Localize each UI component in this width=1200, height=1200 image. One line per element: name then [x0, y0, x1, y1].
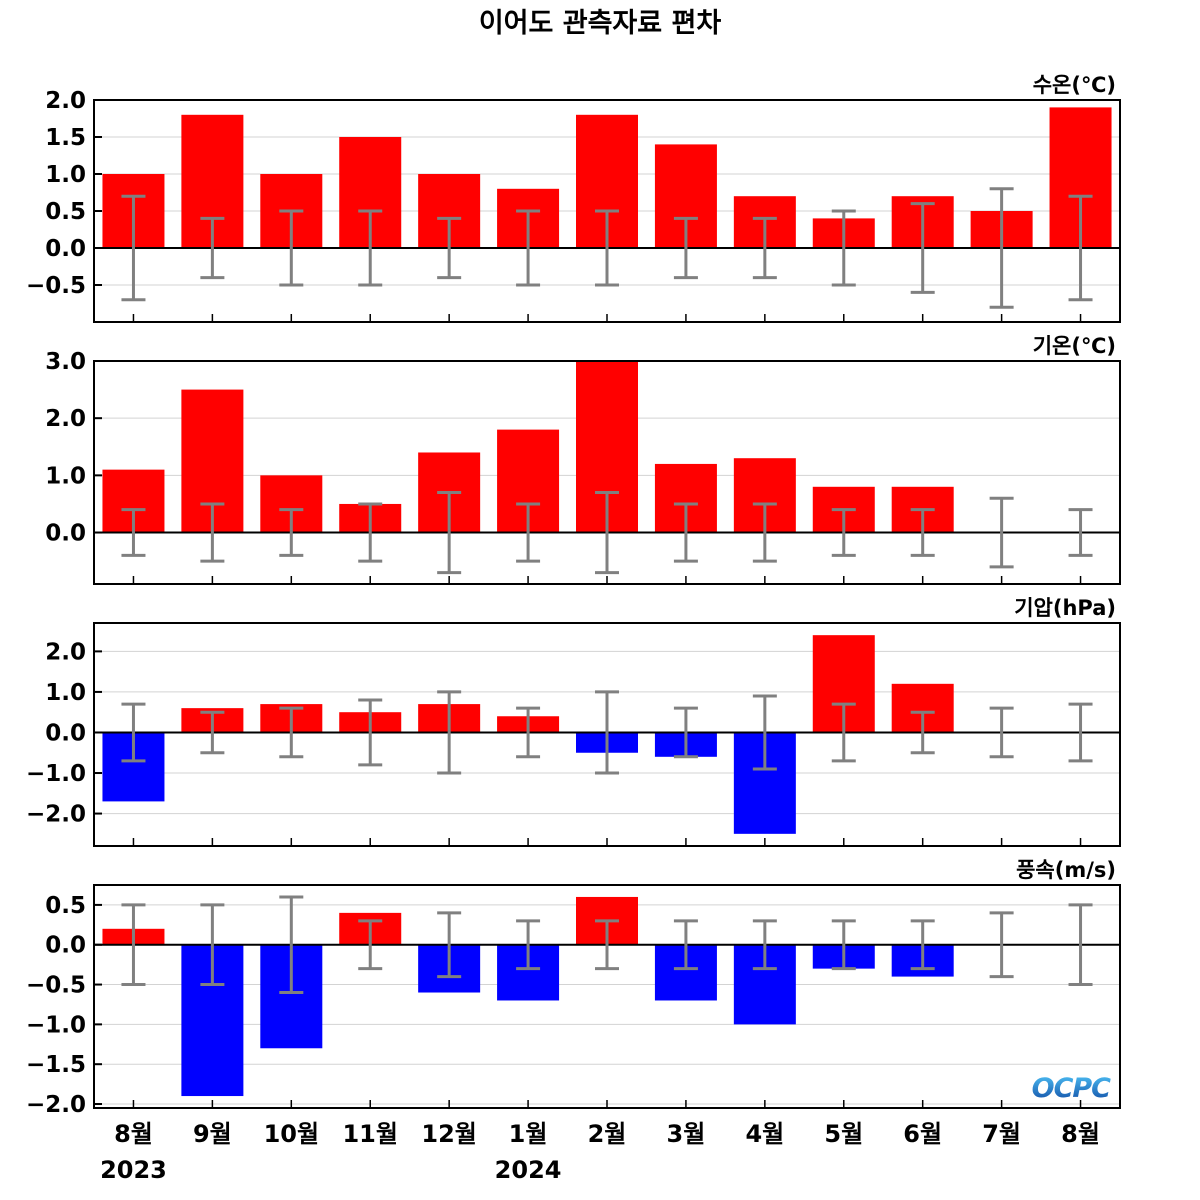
year-label: 2024: [495, 1156, 562, 1184]
panel: 2.0 1.5 1.0 0.5 0.0 −0.5 수온(℃): [26, 73, 1121, 323]
x-tick-label: 1월: [509, 1120, 548, 1148]
x-tick-label: 8월: [1061, 1120, 1100, 1148]
panel: 3.0 2.0 1.0 0.0 기온(℃): [45, 334, 1121, 585]
panel-title: 풍속(m/s): [1016, 858, 1116, 882]
x-tick-label: 8월: [114, 1120, 153, 1148]
panel: 0.5 0.0 −0.5 −1.0 −1.5 −2.0 풍속(m/s): [26, 858, 1121, 1118]
y-tick-label: 0.0: [45, 236, 86, 262]
y-tick-label: 0.5: [45, 199, 86, 225]
y-tick-label: −2.0: [26, 802, 86, 828]
x-tick-label: 5월: [824, 1120, 863, 1148]
x-tick-label: 9월: [193, 1120, 232, 1148]
y-tick-label: −0.5: [26, 273, 86, 299]
y-tick-label: 2.0: [45, 88, 86, 114]
x-tick-label: 12월: [421, 1120, 476, 1148]
y-tick-label: 1.5: [45, 125, 86, 151]
y-tick-label: 0.0: [45, 521, 86, 547]
year-label: 2023: [100, 1156, 167, 1184]
y-tick-label: 1.0: [45, 463, 86, 489]
y-tick-label: 0.5: [45, 893, 86, 919]
panel-title: 수온(℃): [1033, 73, 1116, 97]
y-tick-label: 0.0: [45, 933, 86, 959]
chart-title: 이어도 관측자료 편차: [479, 8, 722, 39]
x-tick-label: 4월: [745, 1120, 784, 1148]
y-tick-label: −2.0: [26, 1092, 86, 1118]
panel: 2.0 1.0 0.0 −1.0 −2.0 기압(hPa): [26, 596, 1121, 847]
x-tick-label: 11월: [342, 1120, 397, 1148]
x-tick-label: 2월: [588, 1120, 627, 1148]
x-tick-label: 7월: [982, 1120, 1021, 1148]
y-tick-label: −1.5: [26, 1052, 86, 1078]
x-tick-label: 6월: [903, 1120, 942, 1148]
y-tick-label: 2.0: [45, 639, 86, 665]
y-tick-label: −1.0: [26, 761, 86, 787]
x-tick-label: 3월: [667, 1120, 706, 1148]
y-tick-label: −1.0: [26, 1012, 86, 1038]
y-tick-label: 1.0: [45, 680, 86, 706]
panel-title: 기압(hPa): [1014, 596, 1116, 620]
y-tick-label: 0.0: [45, 720, 86, 746]
ocpc-logo: OCPC: [1032, 1073, 1112, 1104]
x-tick-label: 10월: [264, 1120, 319, 1148]
y-tick-label: 1.0: [45, 162, 86, 188]
panel-title: 기온(℃): [1033, 334, 1116, 358]
y-tick-label: 3.0: [45, 349, 86, 375]
y-tick-label: −0.5: [26, 973, 86, 999]
y-tick-label: 2.0: [45, 406, 86, 432]
